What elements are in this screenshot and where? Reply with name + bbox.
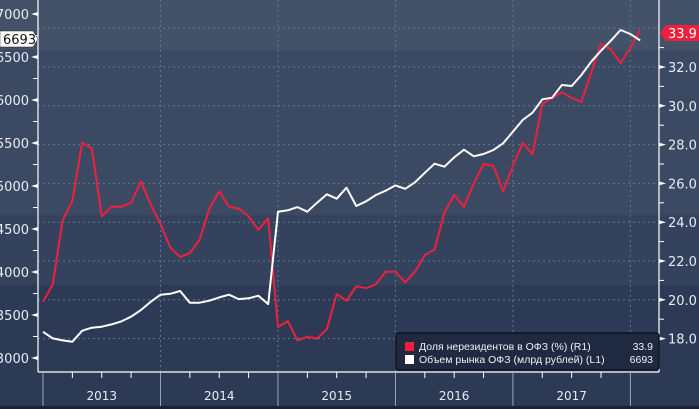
left-tick-mark [31,356,38,360]
right-tick-label: 32.0 [668,61,697,76]
bottom-border [0,406,699,409]
left-tick-label: 7000 [0,8,29,23]
left-tick-mark [31,55,38,59]
left-tick-label: 3000 [0,352,29,367]
right-tick-label: 30.0 [668,100,697,115]
legend-label-nonresident: Доля нерезидентов в ОФЗ (%) (R1) [419,341,591,353]
left-tick-mark [31,184,38,188]
year-label: 2013 [86,389,117,403]
nonresident-share-line [42,29,642,342]
right-tick-label: 20.0 [668,294,697,309]
legend-label-market: Объем рынка ОФЗ (млрд рублей) (L1) [419,354,605,366]
legend-value-nonresident: 33.9 [633,341,654,353]
year-label: 2016 [439,389,470,403]
left-tick-mark [31,12,38,16]
right-tick-label: 22.0 [668,255,697,270]
left-tick-mark [31,270,38,274]
right-last-value-tag: 33.9 [660,25,699,42]
year-label: 2014 [204,389,235,403]
right-tick-mark [659,142,666,147]
left-last-value-tag: 6693 [0,30,39,48]
right-tick-mark [659,259,666,263]
right-tick-mark [659,181,666,186]
right-tick-mark [659,103,666,108]
left-tick-label: 5500 [0,137,29,152]
right-tick-label: 26.0 [668,177,697,192]
x-axis: 2013 2014 2015 2016 2017 [42,372,631,406]
left-tick-label: 5000 [0,180,29,195]
legend-swatch-white [405,355,414,364]
legend: Доля нерезидентов в ОФЗ (%) (R1) 33.9 Об… [395,332,660,371]
year-label: 2017 [556,389,587,403]
left-tick-label: 6500 [0,51,29,66]
left-tick-label: 6000 [0,94,29,109]
right-tick-label: 24.0 [668,216,697,231]
right-last-value: 33.9 [668,27,697,42]
series-lines [42,29,642,343]
right-tick-label: 18.0 [668,333,697,348]
left-last-value: 6693 [3,33,36,48]
left-tick-label: 4500 [0,223,29,238]
left-axis: 3000 3500 4000 4500 5000 5500 6000 6500 7000 [0,8,38,367]
left-tick-label: 3500 [0,309,29,324]
left-tick-mark [31,313,38,317]
left-tick-mark [31,98,38,102]
right-tick-mark [659,297,666,302]
right-tick-mark [659,65,666,69]
year-label: 2015 [321,389,352,403]
right-tick-mark [659,336,666,341]
right-tick-label: 28.0 [668,139,697,154]
right-axis: 18.0 20.0 22.0 24.0 26.0 28.0 30.0 32.0 [659,47,697,348]
legend-swatch-red [405,342,414,351]
left-tick-label: 4000 [0,266,29,281]
left-tick-mark [31,141,38,145]
left-tick-mark [31,227,38,231]
market-volume-line [42,29,641,343]
legend-value-market: 6693 [630,354,654,366]
right-tick-mark [659,220,666,225]
